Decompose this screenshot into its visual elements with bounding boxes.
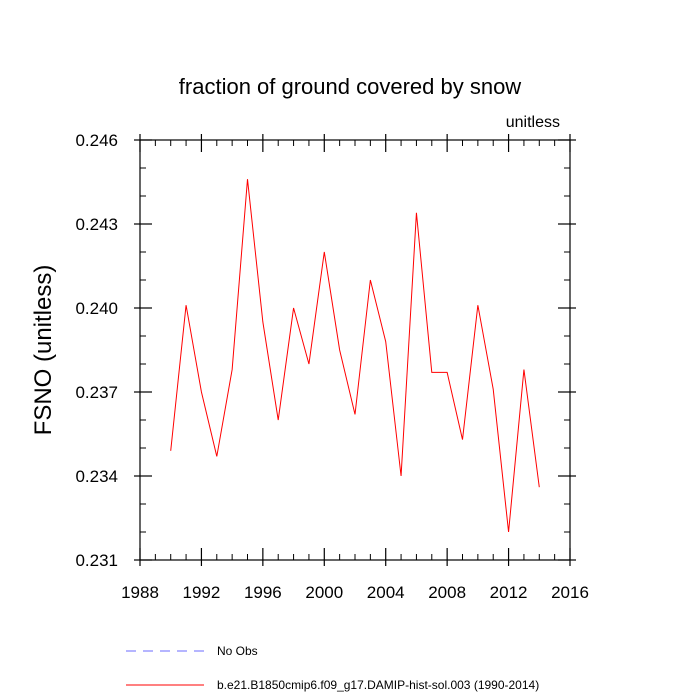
y-tick-label: 0.246 xyxy=(75,131,118,150)
plot-frame xyxy=(139,139,571,561)
x-tick-label: 2012 xyxy=(490,583,528,602)
y-tick-label: 0.240 xyxy=(75,299,118,318)
axis-tick-labels: 1988 1992 1996 2000 2004 2008 2012 2016 0.231 0.2… xyxy=(75,131,588,602)
y-tick-label: 0.243 xyxy=(75,215,118,234)
y-tick-label: 0.237 xyxy=(75,383,118,402)
legend-label: b.e21.B1850cmip6.f09_g17.DAMIP-hist-sol.… xyxy=(217,678,539,692)
x-tick-label: 1988 xyxy=(121,583,159,602)
y-tick-label: 0.234 xyxy=(75,467,118,486)
y-tick-label: 0.231 xyxy=(75,551,118,570)
chart-title: fraction of ground covered by snow xyxy=(179,74,522,99)
series-group xyxy=(170,179,540,533)
legend: No Obs b.e21.B1850cmip6.f09_g17.DAMIP-his… xyxy=(126,644,539,692)
units-label: unitless xyxy=(506,114,560,131)
x-tick-label: 2016 xyxy=(551,583,589,602)
x-tick-label: 1996 xyxy=(244,583,282,602)
series-line xyxy=(170,179,540,533)
axis-ticks xyxy=(134,134,576,566)
y-axis-label: FSNO (unitless) xyxy=(30,265,57,436)
legend-label: No Obs xyxy=(217,644,258,658)
x-tick-label: 1992 xyxy=(183,583,221,602)
x-tick-label: 2000 xyxy=(305,583,343,602)
x-tick-label: 2008 xyxy=(428,583,466,602)
x-tick-label: 2004 xyxy=(367,583,405,602)
